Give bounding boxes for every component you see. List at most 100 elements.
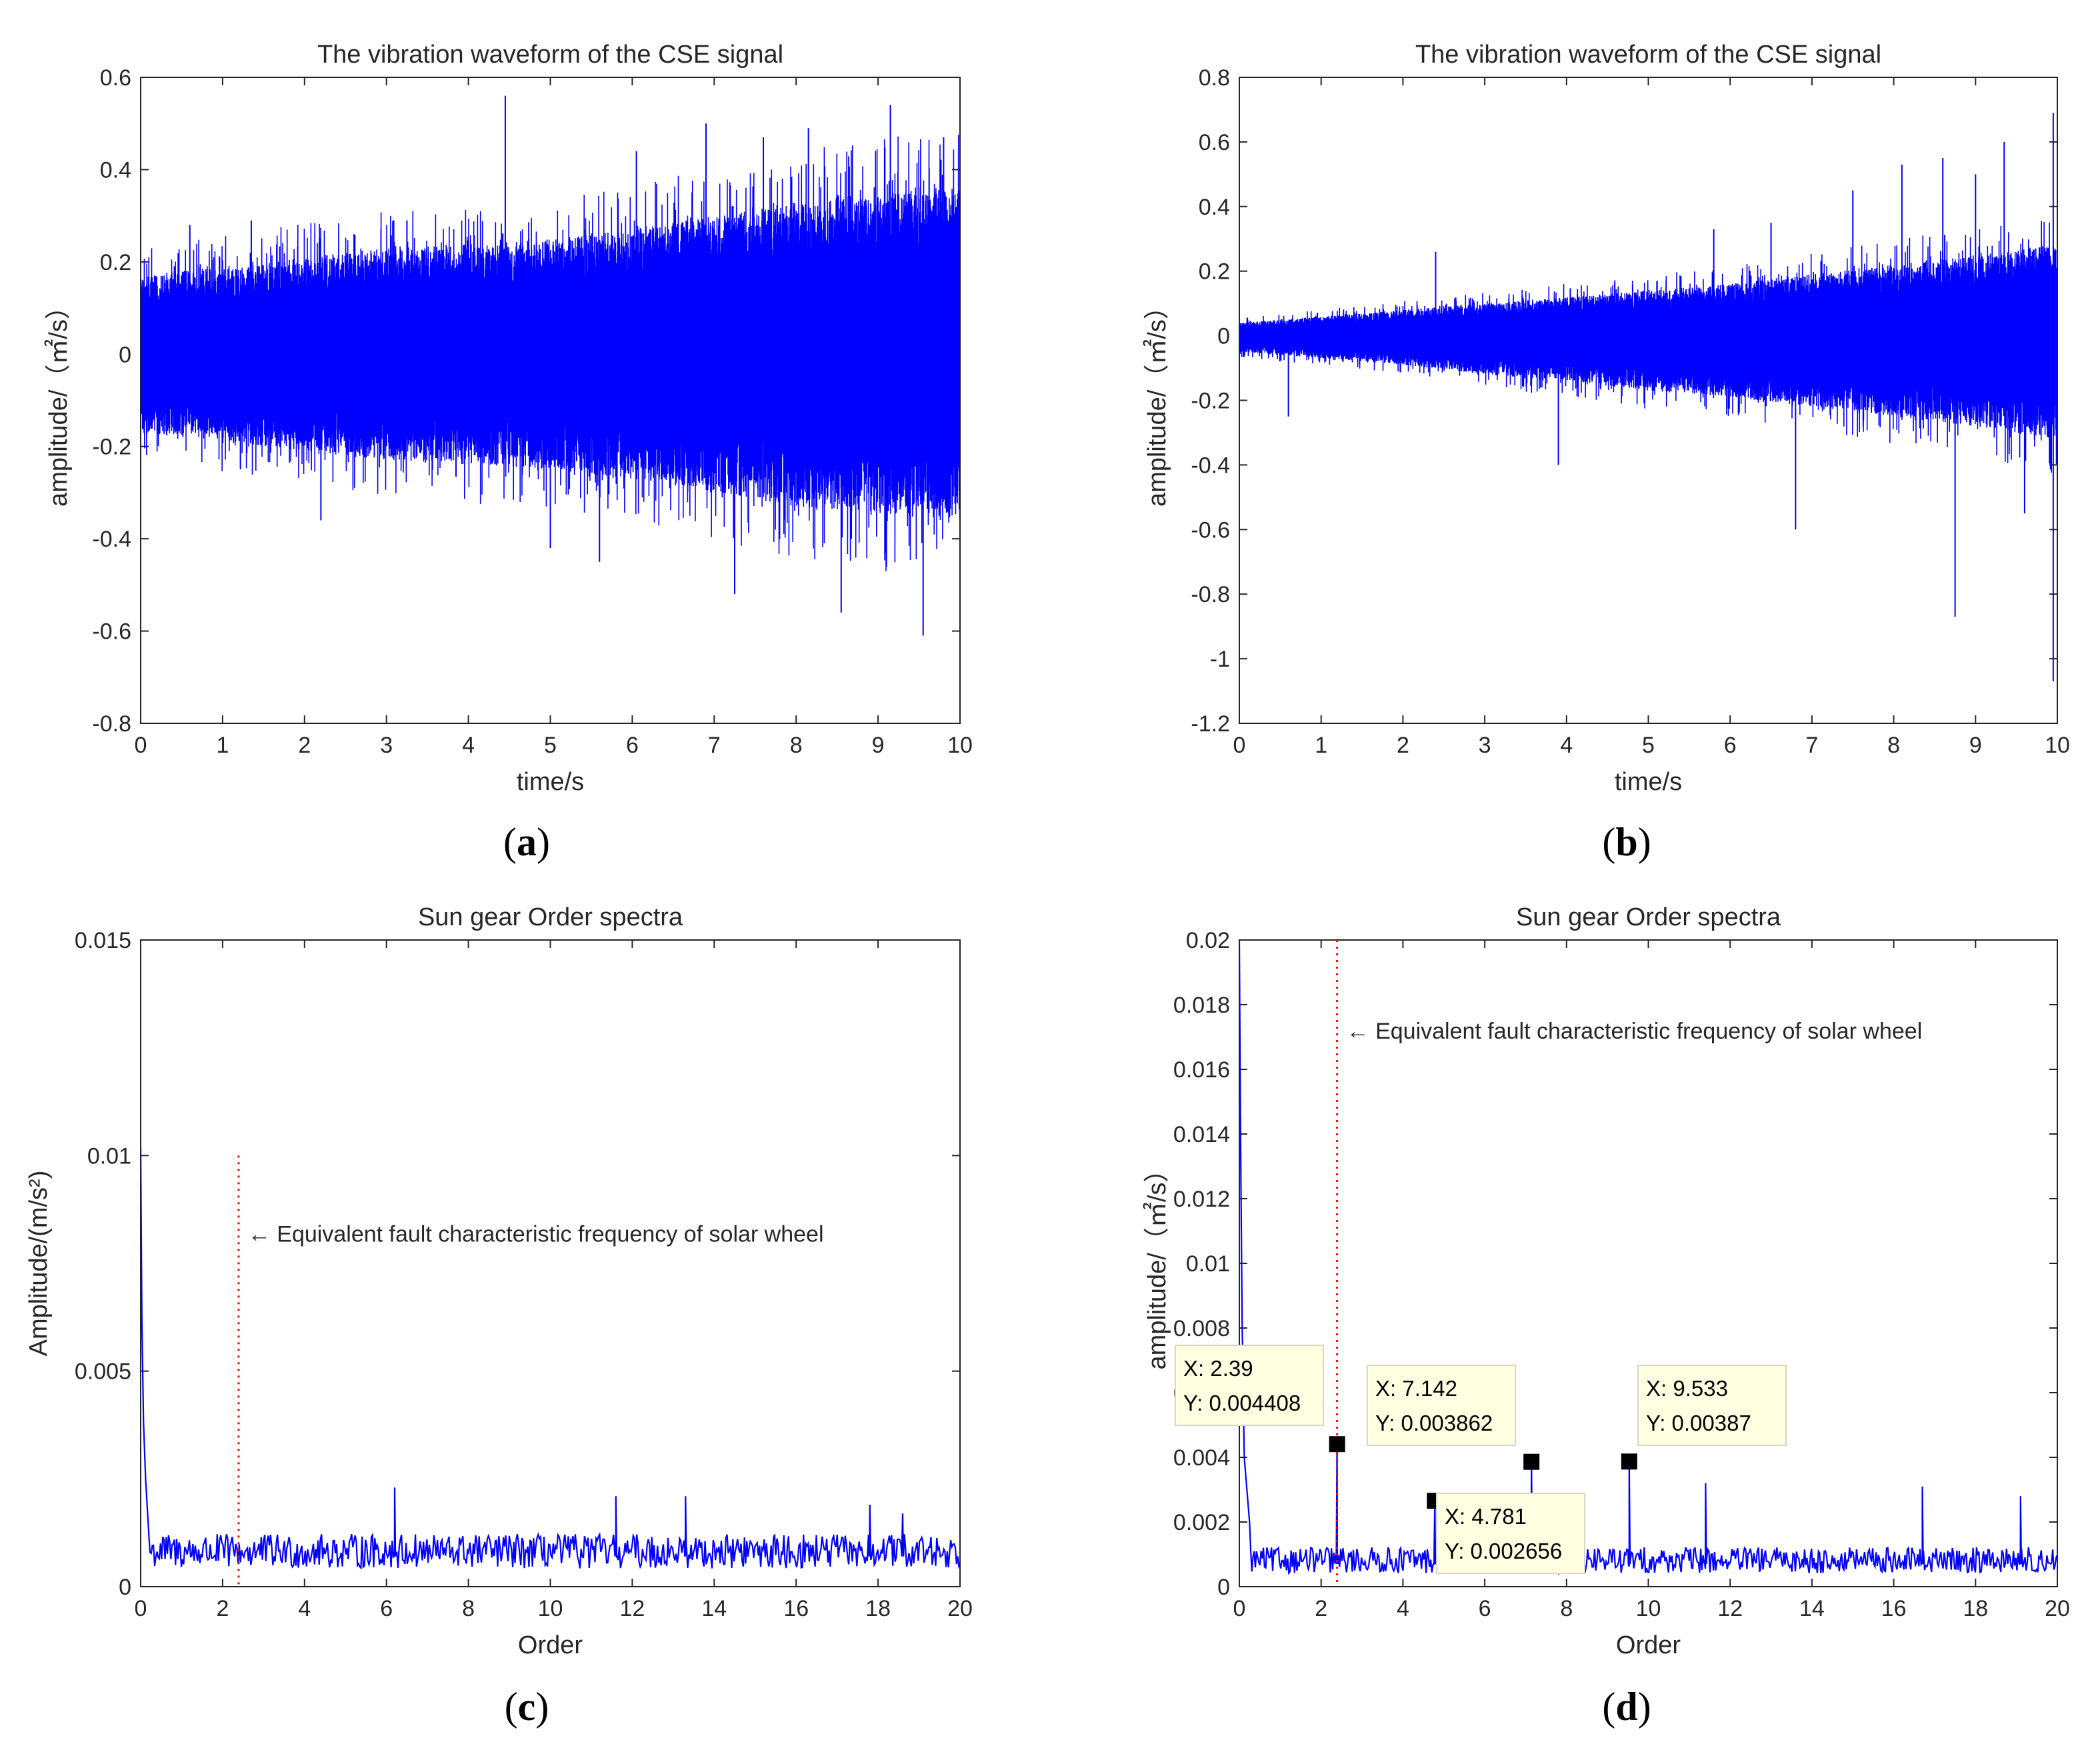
y-tick-label: 0.016 — [1173, 1057, 1230, 1083]
x-tick-label: 20 — [2045, 1596, 2070, 1621]
y-axis-label-b: amplitude/（㎡/s） — [1143, 294, 1171, 507]
caption-paren: ) — [535, 1685, 549, 1729]
waveform-series-b — [1239, 221, 2057, 473]
datatip-marker — [1621, 1453, 1637, 1470]
x-tick-label: 12 — [619, 1596, 645, 1621]
x-tick-label: 2 — [1397, 733, 1409, 758]
datatip-y: Y: 0.004408 — [1183, 1391, 1301, 1415]
x-tick-label: 0 — [1233, 1596, 1246, 1621]
x-tick-label: 10 — [1636, 1596, 1661, 1621]
y-tick-label: 0.01 — [1186, 1251, 1230, 1277]
y-axis-label-a: amplitude/（㎡/s） — [45, 294, 73, 507]
y-tick-label: 0.008 — [1173, 1316, 1230, 1341]
x-tick-label: 10 — [947, 733, 973, 758]
y-tick-label: 0 — [1217, 324, 1230, 349]
y-tick-label: 0.004 — [1173, 1445, 1230, 1471]
y-tick-label: 0.012 — [1173, 1187, 1230, 1212]
x-tick-label: 18 — [865, 1596, 891, 1621]
spectrum-series-d — [1239, 940, 2057, 1576]
chart-title-a: The vibration waveform of the CSE signal — [317, 41, 783, 69]
x-tick-label: 6 — [380, 1596, 393, 1621]
caption-paren: ( — [503, 820, 517, 864]
x-tick-label: 12 — [1717, 1596, 1743, 1621]
series-group-b — [1239, 113, 2057, 682]
chart-panel-c: Sun gear Order spectra 0 2 4 6 8 10 12 14 16 18 20 0… — [25, 903, 973, 1729]
chart-panel-a: The vibration waveform of the CSE signal… — [45, 41, 973, 864]
datatip-box — [1367, 1365, 1516, 1446]
plot-area-c — [140, 939, 961, 1587]
y-tick-label: 0.6 — [1199, 130, 1230, 155]
y-tick-label: 0 — [119, 342, 131, 367]
datatip-marker — [1523, 1453, 1540, 1470]
y-tick-label: -1 — [1210, 647, 1230, 672]
datatip-marker — [1329, 1436, 1345, 1453]
x-tick-label: 0 — [135, 733, 147, 758]
caption-paren: ( — [1602, 1685, 1615, 1729]
y-tick-label: 0 — [1217, 1575, 1230, 1600]
y-tick-label: -0.6 — [1191, 517, 1230, 543]
y-tick-label: -0.8 — [92, 711, 131, 737]
datatip-box — [1637, 1365, 1787, 1446]
x-tick-label: 7 — [708, 733, 721, 758]
x-tick-label: 16 — [1881, 1596, 1907, 1621]
y-tick-label: 0.015 — [75, 928, 131, 953]
y-tick-label: -0.2 — [92, 435, 131, 460]
fault-frequency-label-d: ← Equivalent fault characteristic freque… — [1347, 1019, 1923, 1044]
y-tick-label: 0.014 — [1173, 1122, 1230, 1147]
caption-letter: a — [517, 820, 537, 864]
datatip-x: X: 2.39 — [1183, 1356, 1253, 1381]
datatip-x: X: 7.142 — [1375, 1376, 1457, 1401]
chart-panel-d: Sun gear Order spectra 0 2 4 6 8 10 12 14 16 18 20 0… — [1143, 903, 2070, 1729]
datatip-y: Y: 0.00387 — [1646, 1411, 1751, 1435]
y-tick-label: -0.4 — [92, 527, 131, 552]
x-tick-label: 3 — [380, 733, 393, 758]
datatip-box — [1175, 1345, 1324, 1426]
x-tick-label: 6 — [1724, 733, 1737, 758]
panel-caption-d: (d) — [1602, 1685, 1651, 1729]
series-group-a — [141, 95, 960, 636]
x-tick-label: 5 — [544, 733, 557, 758]
y-tick-label: 0.4 — [1199, 195, 1230, 220]
caption-paren: ( — [505, 1685, 518, 1729]
y-tick-label: -0.6 — [92, 619, 131, 645]
datatip-y: Y: 0.002656 — [1445, 1539, 1562, 1563]
chart-title-c: Sun gear Order spectra — [418, 903, 683, 931]
x-tick-label: 3 — [1479, 733, 1491, 758]
x-tick-label: 6 — [626, 733, 639, 758]
x-tick-label: 0 — [135, 1596, 147, 1621]
x-tick-label: 6 — [1479, 1596, 1491, 1621]
caption-paren: ) — [1638, 1685, 1651, 1729]
y-tick-label: 0.018 — [1173, 993, 1230, 1018]
x-tick-label: 10 — [2045, 733, 2070, 758]
x-tick-label: 9 — [1969, 733, 1982, 758]
x-tick-label: 0 — [1233, 733, 1246, 758]
x-tick-label: 14 — [701, 1596, 727, 1621]
x-tick-label: 8 — [1560, 1596, 1573, 1621]
y-tick-label: 0.8 — [1199, 65, 1230, 91]
x-tick-label: 18 — [1963, 1596, 1988, 1621]
x-tick-label: 4 — [1397, 1596, 1409, 1621]
caption-paren: ) — [537, 820, 550, 864]
y-tick-label: 0.6 — [100, 65, 131, 91]
x-tick-label: 1 — [216, 733, 229, 758]
chart-title-b: The vibration waveform of the CSE signal — [1415, 41, 1881, 69]
x-tick-label: 8 — [1887, 733, 1900, 758]
y-tick-label: -0.2 — [1191, 389, 1230, 414]
caption-letter: d — [1615, 1685, 1637, 1729]
x-tick-label: 7 — [1805, 733, 1818, 758]
series-group-c — [141, 1147, 960, 1570]
y-tick-label: 0.2 — [1199, 259, 1230, 285]
y-tick-label: 0.2 — [100, 250, 131, 275]
x-tick-label: 2 — [216, 1596, 229, 1621]
x-axis-label-a: time/s — [517, 768, 584, 796]
y-tick-label: -0.8 — [1191, 582, 1230, 607]
panel-caption-b: (b) — [1602, 820, 1651, 864]
x-tick-label: 4 — [298, 1596, 311, 1621]
x-tick-label: 14 — [1799, 1596, 1825, 1621]
x-tick-label: 10 — [538, 1596, 563, 1621]
x-tick-label: 9 — [872, 733, 885, 758]
y-tick-label: 0 — [119, 1575, 131, 1600]
panel-caption-a: (a) — [503, 820, 550, 864]
y-axis-label-d: amplitude/（㎡/s） — [1143, 1157, 1171, 1370]
